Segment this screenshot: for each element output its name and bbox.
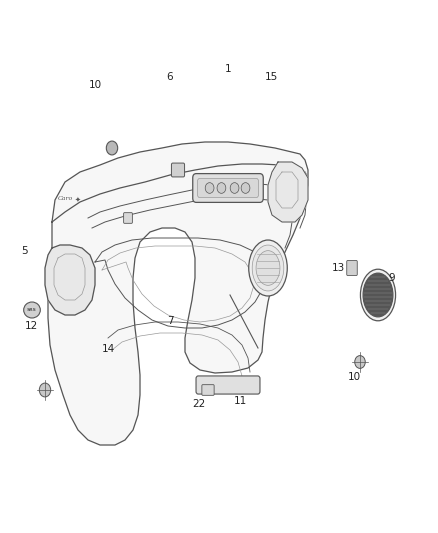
Ellipse shape (256, 251, 280, 285)
Text: 5: 5 (21, 246, 28, 255)
Text: 13: 13 (332, 263, 345, 272)
Text: Caro: Caro (58, 196, 73, 201)
FancyBboxPatch shape (198, 179, 258, 198)
Text: 9: 9 (389, 273, 396, 283)
FancyBboxPatch shape (196, 376, 260, 394)
Ellipse shape (217, 183, 226, 193)
Ellipse shape (24, 302, 40, 318)
Text: ✦: ✦ (74, 197, 81, 203)
Ellipse shape (252, 245, 284, 291)
FancyBboxPatch shape (171, 163, 184, 177)
FancyBboxPatch shape (193, 174, 263, 203)
Ellipse shape (249, 240, 287, 296)
Polygon shape (268, 162, 308, 222)
Text: 14: 14 (102, 344, 115, 354)
Text: 7: 7 (166, 316, 173, 326)
Text: 10: 10 (348, 373, 361, 382)
Text: 6: 6 (166, 72, 173, 82)
Text: 15: 15 (265, 72, 278, 82)
Circle shape (355, 356, 365, 368)
Ellipse shape (205, 183, 214, 193)
Polygon shape (48, 142, 308, 445)
Text: 10: 10 (89, 80, 102, 90)
Text: 11: 11 (233, 396, 247, 406)
Circle shape (106, 141, 118, 155)
Polygon shape (45, 245, 95, 315)
FancyBboxPatch shape (124, 213, 132, 223)
Text: SRS: SRS (27, 308, 37, 312)
Ellipse shape (360, 269, 396, 321)
Text: 12: 12 (25, 321, 38, 331)
FancyBboxPatch shape (202, 385, 214, 395)
Text: 1: 1 (224, 64, 231, 74)
Ellipse shape (230, 183, 239, 193)
Text: 22: 22 (193, 399, 206, 409)
Ellipse shape (363, 273, 393, 317)
FancyBboxPatch shape (347, 261, 357, 276)
Ellipse shape (241, 183, 250, 193)
Circle shape (39, 383, 51, 397)
